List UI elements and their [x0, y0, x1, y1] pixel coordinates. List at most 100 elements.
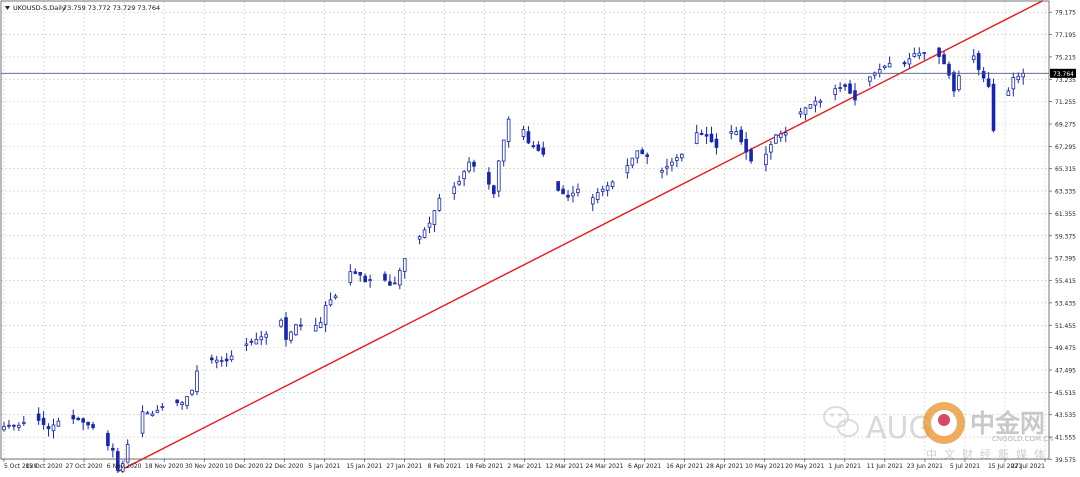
candle-bullish	[190, 389, 194, 395]
x-tick-label: 8 Feb 2021	[428, 463, 462, 470]
y-tick-label: 41.555	[1055, 435, 1076, 442]
chart-header: UKOUSD-S,Daily 73.759 73.772 73.729 73.7…	[5, 4, 160, 12]
x-tick-label: 5 Jul 2021	[950, 463, 980, 470]
candle-bullish	[798, 111, 803, 115]
candle-bullish	[452, 186, 457, 194]
candle-bullish	[180, 402, 184, 405]
x-tick-label: 15 Jan 2021	[346, 463, 382, 470]
x-tick-label: 5 Oct 2020	[4, 463, 37, 470]
candle-bearish	[36, 413, 41, 421]
collapse-arrow-icon[interactable]	[5, 6, 10, 10]
candle-bearish	[991, 83, 996, 131]
y-tick-label: 67.295	[1055, 144, 1076, 151]
watermark-text: AUG	[866, 411, 932, 446]
candle-bullish	[971, 55, 976, 60]
x-tick-label: 20 May 2021	[785, 463, 824, 470]
candle-bearish	[556, 181, 560, 191]
candle-bearish	[699, 132, 704, 135]
candle-bullish	[694, 132, 699, 144]
candle-bullish	[219, 360, 224, 362]
candle-bullish	[457, 180, 461, 185]
candle-bullish	[590, 197, 595, 205]
candle-bullish	[521, 128, 526, 137]
y-tick-label: 71.255	[1055, 99, 1076, 106]
candle-bullish	[417, 236, 422, 240]
y-tick-label: 45.515	[1055, 390, 1076, 397]
ohlc-readout: 73.759 73.772 73.729 73.764	[63, 4, 160, 12]
candle-bullish	[506, 118, 511, 142]
candle-bearish	[299, 324, 303, 327]
candle-bullish	[402, 258, 407, 272]
candle-bullish	[680, 153, 684, 159]
candle-bearish	[531, 145, 536, 148]
x-tick-label: 1 Jun 2021	[829, 463, 861, 470]
candle-bullish	[422, 229, 427, 238]
candle-bullish	[818, 100, 823, 103]
y-tick-label: 49.475	[1055, 345, 1076, 352]
x-tick-label: 27 Oct 2020	[66, 463, 103, 470]
candle-bearish	[976, 53, 981, 70]
candle-bearish	[739, 129, 743, 143]
x-tick-label: 12 Mar 2021	[546, 463, 584, 470]
candle-bullish	[398, 270, 402, 286]
candle-bullish	[333, 295, 338, 299]
candle-bullish	[803, 107, 808, 115]
candle-bearish	[71, 415, 76, 420]
support-trendline	[117, 0, 1044, 473]
candle-bearish	[358, 272, 363, 276]
x-tick-label: 27 Jan 2021	[386, 463, 422, 470]
candle-bullish	[496, 160, 501, 192]
candle-bearish	[388, 281, 392, 286]
candle-bullish	[160, 406, 165, 408]
candle-bearish	[209, 357, 214, 361]
candle-bearish	[744, 138, 748, 153]
x-tick-label: 10 Dec 2020	[225, 463, 264, 470]
candle-bearish	[81, 418, 85, 423]
brand-subtitle: 中文财经新媒体	[926, 447, 1052, 461]
candle-bullish	[595, 192, 600, 200]
candle-bullish	[294, 324, 298, 336]
candle-bearish	[709, 133, 714, 143]
plot-frame	[0, 0, 1050, 460]
candle-bearish	[561, 188, 565, 195]
x-tick-label: 15 Oct 2020	[25, 463, 62, 470]
candle-bullish	[729, 131, 734, 134]
candle-bullish	[630, 157, 635, 166]
y-tick-label: 63.335	[1055, 189, 1076, 196]
candle-bullish	[432, 210, 437, 225]
candle-bearish	[942, 54, 946, 65]
x-tick-label: 22 Dec 2020	[265, 463, 304, 470]
candle-bullish	[279, 319, 283, 327]
candle-bullish	[813, 100, 818, 106]
candle-bullish	[872, 72, 877, 76]
candle-bullish	[808, 104, 813, 109]
x-tick-label: 18 Nov 2020	[145, 463, 184, 470]
candle-bullish	[917, 52, 922, 57]
y-tick-label: 75.215	[1055, 54, 1076, 61]
y-tick-label: 43.535	[1055, 412, 1076, 419]
candle-bullish	[328, 299, 333, 306]
y-tick-label: 61.355	[1055, 211, 1076, 218]
candle-bullish	[244, 343, 249, 346]
y-tick-label: 79.175	[1055, 10, 1076, 17]
candle-bearish	[843, 84, 847, 87]
candle-bullish	[2, 426, 6, 431]
current-price-tag	[1050, 68, 1076, 78]
candle-bullish	[348, 271, 353, 283]
candle-bearish	[393, 282, 397, 285]
x-tick-label: 27 Jul 2021	[1011, 463, 1045, 470]
candle-bullish	[660, 170, 664, 173]
candle-bearish	[284, 317, 288, 340]
trendline-layer	[117, 0, 1044, 473]
candle-bullish	[600, 188, 605, 192]
x-tick-label: 6 Nov 2020	[107, 463, 142, 470]
candle-bearish	[76, 417, 81, 421]
candle-bullish	[264, 333, 269, 338]
candle-bullish	[195, 370, 199, 392]
candle-bullish	[610, 181, 615, 187]
candle-bullish	[501, 139, 506, 162]
candle-bullish	[120, 463, 125, 472]
